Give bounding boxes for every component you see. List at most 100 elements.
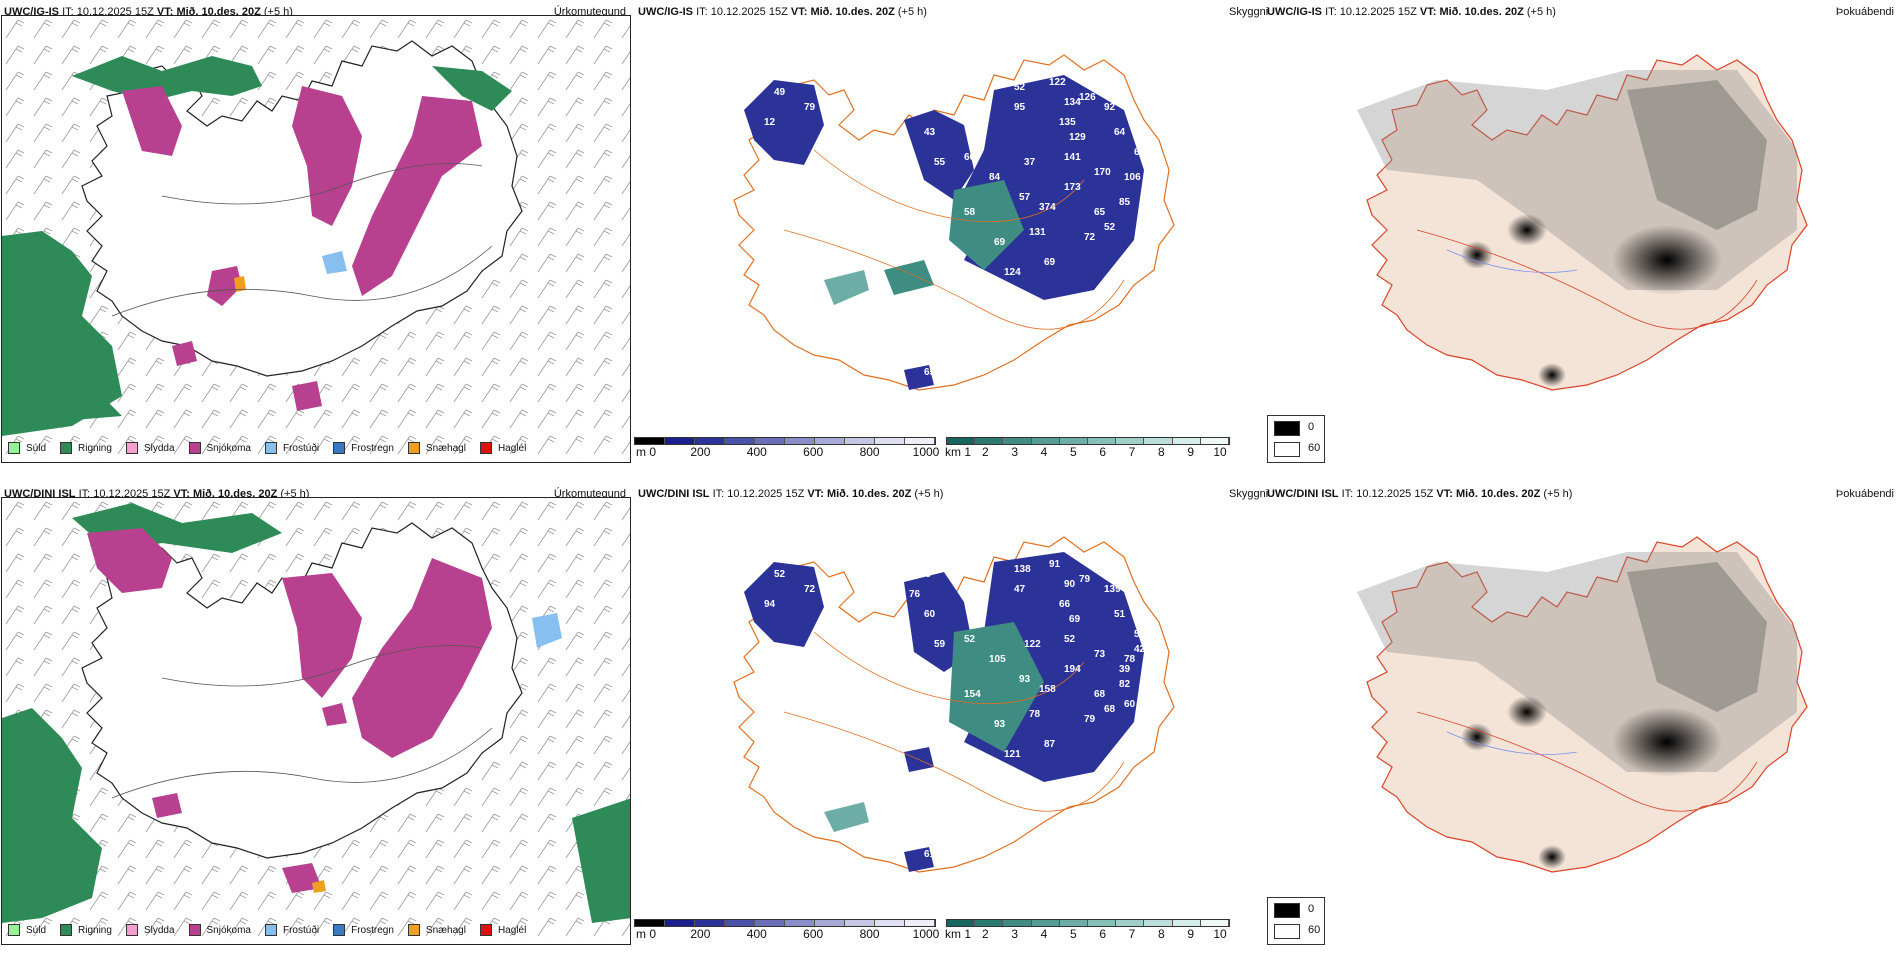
legend-item: Súld (8, 924, 46, 936)
visibility-value-label: 84 (989, 172, 1001, 183)
panel-title-fog: Þokuábendi (1835, 6, 1894, 18)
visibility-value-label: 52 (1064, 634, 1076, 645)
colorbar-tick-label: m 0 (635, 927, 657, 941)
legend-swatch (1274, 903, 1300, 918)
visibility-value-label: 52 (774, 569, 786, 580)
lead-time: (+5 h) (1526, 6, 1556, 18)
model-name: UWC/DINI ISL (638, 488, 710, 500)
it-label: IT: (1325, 6, 1337, 18)
visibility-value-label: 57 (1019, 192, 1031, 203)
visibility-value-label: 52 (934, 222, 946, 233)
visibility-value-label: 173 (1064, 182, 1081, 193)
snow-area-nw (122, 86, 182, 156)
colorbar-strip (634, 437, 936, 445)
legend-swatch (264, 442, 277, 454)
legend-swatch (1274, 924, 1300, 939)
colorbar-tick-label: 200 (690, 927, 711, 941)
precip-type-panel: UWC/IG-IS IT: 10.12.2025 15Z VT: Mið. 10… (0, 0, 634, 475)
visibility-value-label: 72 (804, 584, 816, 595)
visibility-value-label: 91 (1049, 559, 1061, 570)
visibility-value-label: 194 (1064, 664, 1081, 675)
colorbar-cell (1088, 438, 1117, 444)
it-value: 10.12.2025 15Z (727, 488, 805, 500)
elevation-colorbar: m 0 200 400 600 800 1000 (634, 437, 939, 463)
visibility-value-label: 55 (934, 157, 946, 168)
visibility-value-label: 52 (1104, 222, 1116, 233)
colorbar-cell (1172, 438, 1201, 444)
visibility-value-label: 95 (1014, 102, 1026, 113)
colorbar-cell (725, 920, 755, 926)
colorbar-cell (785, 920, 815, 926)
colorbar-tick-label: 4 (1040, 445, 1048, 459)
visibility-value-label: 124 (1004, 267, 1021, 278)
visibility-value-label: 122 (1049, 77, 1066, 88)
legend-swatch (125, 442, 138, 454)
legend-item: Slydda (125, 442, 175, 454)
colorbar-tick-label: 9 (1187, 927, 1194, 941)
legend-swatch (8, 442, 20, 454)
colorbar-tick-label: 10 (1213, 927, 1227, 941)
colorbar-cell (785, 438, 815, 444)
colorbar-tick-label: 6 (1099, 445, 1106, 459)
legend-swatch (407, 442, 420, 454)
colorbar-cell (845, 438, 875, 444)
visibility-value-label: 158 (1039, 684, 1056, 695)
visibility-value-label: 68 (1104, 704, 1116, 715)
legend-label: 60 (1308, 442, 1321, 454)
visibility-value-label: 95 (904, 212, 916, 223)
visibility-value-label: 66 (1059, 599, 1071, 610)
legend-item: Frostregn (333, 442, 394, 454)
lead-time: (+5 h) (914, 488, 944, 500)
colorbar-cell (635, 438, 665, 444)
visibility-value-label: 82 (1119, 679, 1131, 690)
it-value: 10.12.2025 15Z (710, 6, 788, 18)
visibility-value-label: 79 (1079, 574, 1091, 585)
colorbar-cell (755, 438, 785, 444)
visibility-value-label: 135 (1059, 117, 1076, 128)
dense-fog-area (1612, 225, 1722, 295)
visibility-value-label: 65 (1134, 147, 1146, 158)
legend-swatch (264, 924, 277, 936)
colorbar-cell (1003, 438, 1032, 444)
snow-area-nw (87, 528, 172, 593)
colorbar-tick-label: 200 (690, 445, 711, 459)
colorbar-tick-label: 9 (1187, 445, 1194, 459)
colorbar-tick-label: 400 (746, 927, 767, 941)
vt-value: Mið. 10.des. 20Z (1455, 488, 1541, 500)
visibility-value-label: 106 (1124, 172, 1141, 183)
visibility-value-label: 65 (924, 367, 936, 378)
precip-map-frame: Súld Rigning Slydda Snjókoma Frostúði Fr… (1, 15, 631, 463)
colorbar-strip (634, 919, 936, 927)
visibility-value-label: 154 (964, 689, 981, 700)
colorbar-cell (1200, 438, 1230, 444)
colorbar-cell (815, 920, 845, 926)
legend-swatch (1274, 421, 1300, 436)
vt-value: Mið. 10.des. 20Z (810, 6, 895, 18)
colorbar-tick-label: 5 (1069, 927, 1077, 941)
visibility-value-label: 87 (1044, 739, 1056, 750)
colorbar-cell (1088, 920, 1117, 926)
vt-label: VT: (1419, 6, 1437, 18)
visibility-value-label: 68 (1094, 689, 1106, 700)
colorbar-cell (975, 438, 1004, 444)
precip-type-panel: UWC/DINI ISL IT: 10.12.2025 15Z VT: Mið.… (0, 482, 634, 957)
legend-swatch (333, 442, 346, 454)
colorbar-tick-label: km 1 (944, 927, 972, 941)
visibility-value-label: 123 (914, 569, 931, 580)
legend-item: Snjókoma (188, 442, 251, 454)
legend-swatch (60, 924, 73, 936)
visibility-panel: UWC/IG-IS IT: 10.12.2025 15Z VT: Mið. 10… (634, 0, 1268, 475)
fog-panel: UWC/IG-IS IT: 10.12.2025 15Z VT: Mið. 10… (1267, 0, 1900, 475)
visibility-value-label: 52 (964, 634, 976, 645)
visibility-value-label: 58 (964, 207, 976, 218)
lead-time: (+5 h) (1543, 488, 1573, 500)
visibility-value-label: 78 (1029, 709, 1041, 720)
elevation-colorbar: m 0 200 400 600 800 1000 (634, 919, 939, 945)
visibility-value-label: 363 (904, 694, 921, 705)
visibility-value-label: 134 (1064, 97, 1081, 108)
it-label: IT: (1341, 488, 1354, 500)
visibility-value-label: 94 (764, 599, 776, 610)
vt-value: Mið. 10.des. 20Z (1439, 6, 1524, 18)
snow-area-ne (352, 96, 482, 296)
colorbar-tick-label: 600 (803, 927, 824, 941)
